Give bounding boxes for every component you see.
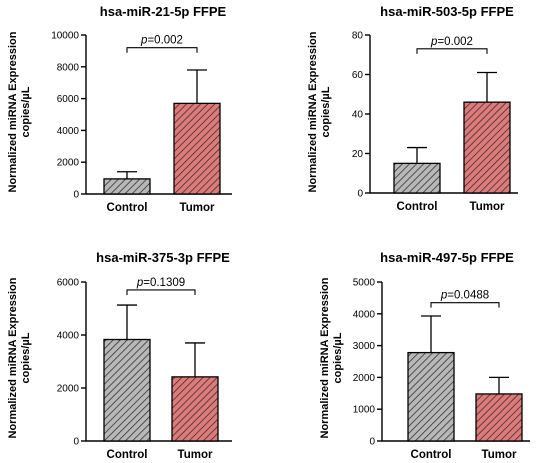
x-tick-label-tumor: Tumor: [482, 449, 517, 461]
y-axis-label-line-1: Normalized miRNA Expression: [307, 31, 319, 192]
x-tick-label-tumor: Tumor: [470, 201, 505, 213]
p-value-label: p=0.002: [140, 35, 183, 47]
p-value-prefix: p: [440, 290, 448, 302]
p-value-number: =0.0488: [447, 290, 489, 302]
p-value-label: p=0.1309: [136, 277, 185, 289]
y-tick-label: 60: [352, 70, 364, 81]
y-tick-label: 1000: [353, 405, 376, 416]
y-axis-label-line-2: copies/µL: [20, 86, 32, 137]
p-value-number: =0.002: [147, 35, 183, 47]
p-value-number: =0.1309: [143, 277, 185, 289]
chart-panel-2: hsa-miR-503-5p FFPE Normalized miRNA Expr…: [307, 4, 518, 213]
bar-control: [103, 178, 151, 195]
chart-title: hsa-miR-375-3p FFPE: [96, 250, 230, 265]
bar-tumor: [173, 102, 221, 195]
y-axis-label: Normalized miRNA Expressioncopies/µL: [307, 31, 332, 192]
chart-panel-4: hsa-miR-497-5p FFPE Normalized miRNA Expr…: [319, 250, 530, 461]
bar-control: [103, 338, 151, 442]
significance-bracket: [126, 289, 196, 295]
y-tick-label: 0: [357, 189, 363, 200]
x-tick-label-control: Control: [397, 201, 438, 213]
y-axis-label: Normalized miRNA Expressioncopies/µL: [7, 277, 32, 438]
y-tick-label: 4000: [57, 331, 80, 342]
chart-panel-1: hsa-miR-21-5p FFPE Normalized miRNA Expre…: [7, 4, 232, 214]
y-tick-label: 2000: [57, 384, 80, 395]
x-tick-label-tumor: Tumor: [180, 202, 215, 214]
y-tick-label: 20: [352, 149, 364, 160]
y-tick-label: 4000: [57, 126, 80, 137]
p-value-prefix: p: [430, 36, 438, 48]
y-tick-label: 5000: [353, 278, 376, 289]
x-tick-label-control: Control: [107, 202, 148, 214]
y-tick-label: 0: [73, 190, 79, 201]
y-axis-label-line-2: copies/µL: [332, 332, 344, 383]
y-tick-label: 4000: [353, 309, 376, 320]
y-tick-label: 6000: [57, 94, 80, 105]
y-axis-label-line-2: copies/µL: [20, 332, 32, 383]
chart-title: hsa-miR-21-5p FFPE: [100, 4, 227, 19]
chart-panel-3: hsa-miR-375-3p FFPE Normalized miRNA Expr…: [7, 250, 232, 461]
y-axis-label-line-1: Normalized miRNA Expression: [319, 277, 331, 438]
significance-bracket: [416, 48, 488, 54]
y-tick-label: 2000: [57, 158, 80, 169]
y-tick-label: 10000: [51, 31, 79, 42]
bar-control: [393, 162, 441, 194]
y-axis-label-line-2: copies/µL: [320, 86, 332, 137]
x-tick-label-control: Control: [411, 449, 452, 461]
chart-title: hsa-miR-497-5p FFPE: [380, 250, 514, 265]
p-value-prefix: p: [136, 277, 144, 289]
p-value-number: =0.002: [437, 36, 473, 48]
y-tick-label: 80: [352, 31, 364, 42]
bar-tumor: [475, 393, 523, 442]
y-tick-label: 40: [352, 110, 364, 121]
y-axis-label: Normalized miRNA Expressioncopies/µL: [319, 277, 344, 438]
y-axis-label-line-1: Normalized miRNA Expression: [7, 31, 19, 192]
x-tick-label-tumor: Tumor: [178, 449, 213, 461]
y-tick-label: 2000: [353, 373, 376, 384]
significance-bracket: [126, 47, 198, 53]
y-tick-label: 3000: [353, 341, 376, 352]
p-value-label: p=0.0488: [440, 290, 489, 302]
bar-tumor: [171, 376, 219, 442]
y-tick-label: 0: [73, 437, 79, 448]
chart-title: hsa-miR-503-5p FFPE: [380, 4, 514, 19]
bar-control: [407, 351, 455, 442]
y-tick-label: 0: [369, 437, 375, 448]
y-tick-label: 8000: [57, 62, 80, 73]
bar-tumor: [463, 101, 511, 194]
significance-bracket: [430, 302, 500, 308]
x-tick-label-control: Control: [107, 449, 148, 461]
y-axis-label: Normalized miRNA Expressioncopies/µL: [7, 31, 32, 192]
y-tick-label: 6000: [57, 278, 80, 289]
y-axis-label-line-1: Normalized miRNA Expression: [7, 277, 19, 438]
p-value-label: p=0.002: [430, 36, 473, 48]
p-value-prefix: p: [140, 35, 148, 47]
